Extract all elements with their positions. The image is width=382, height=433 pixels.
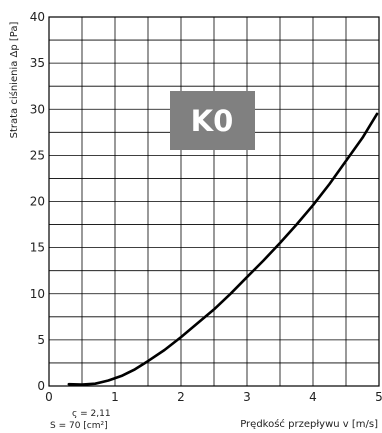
y-tick-label: 10 [30, 287, 45, 301]
x-tick-label: 4 [309, 390, 317, 404]
x-tick-label: 1 [111, 390, 119, 404]
x-tick-label: 5 [375, 390, 382, 404]
area-annotation: S = 70 [cm²] [50, 421, 108, 431]
y-tick-label: 15 [30, 241, 45, 255]
plot-frame [48, 16, 380, 387]
grid [49, 17, 379, 386]
series-line [67, 112, 379, 386]
x-axis-label: Prędkość przepływu v [m/s] [240, 418, 378, 430]
y-tick-label: 5 [37, 333, 45, 347]
plot-border [48, 16, 380, 387]
y-tick-label: 30 [30, 102, 45, 116]
y-tick-label: 25 [30, 148, 45, 162]
y-tick-label: 35 [30, 56, 45, 70]
x-tick-label: 0 [45, 390, 53, 404]
badge: K0 [170, 91, 255, 150]
y-tick-label: 0 [37, 379, 45, 393]
tick-labels: 0 1 2 3 4 5 0 5 10 15 20 25 30 35 40 [30, 10, 382, 404]
x-tick-label: 3 [243, 390, 251, 404]
y-axis-label: Strata ciśnienia Δp [Pa] [8, 22, 20, 139]
zeta-annotation: ς = 2,11 [72, 409, 111, 419]
badge-box [170, 91, 255, 150]
x-tick-label: 2 [177, 390, 185, 404]
badge-label: K0 [191, 104, 234, 138]
series-group [67, 112, 379, 386]
y-tick-label: 20 [30, 195, 45, 209]
y-tick-label: 40 [30, 10, 45, 24]
